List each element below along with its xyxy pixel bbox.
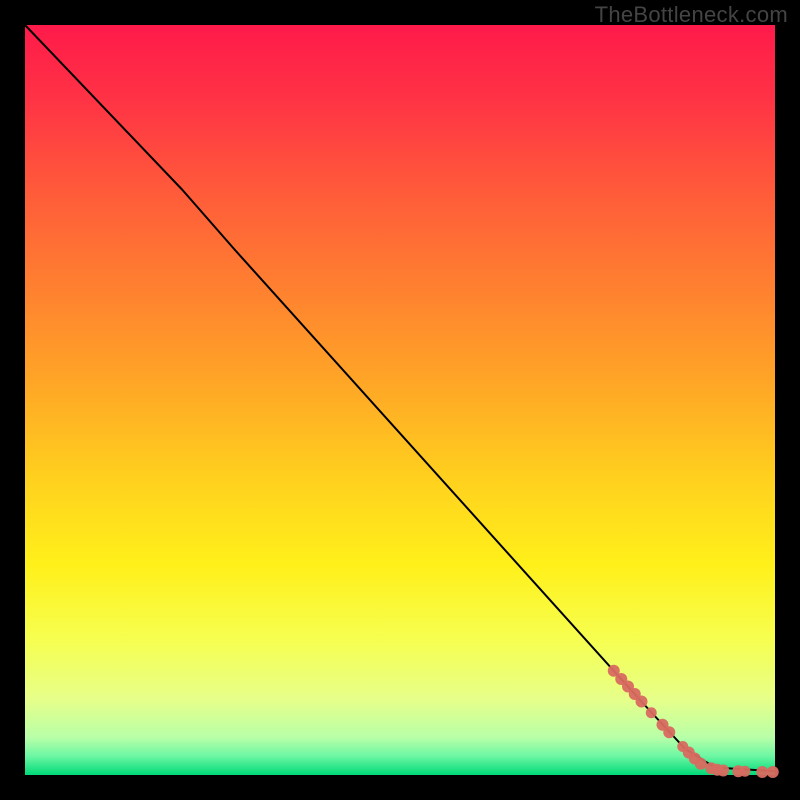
data-point (663, 726, 675, 738)
chart-gradient-bg (25, 25, 775, 775)
data-point (740, 766, 751, 777)
watermark-text: TheBottleneck.com (595, 2, 788, 28)
data-point (756, 766, 768, 778)
bottleneck-chart (0, 0, 800, 800)
data-point (636, 696, 648, 708)
data-point (695, 758, 707, 770)
data-point (717, 765, 729, 777)
data-point (767, 766, 779, 778)
data-point (646, 707, 657, 718)
